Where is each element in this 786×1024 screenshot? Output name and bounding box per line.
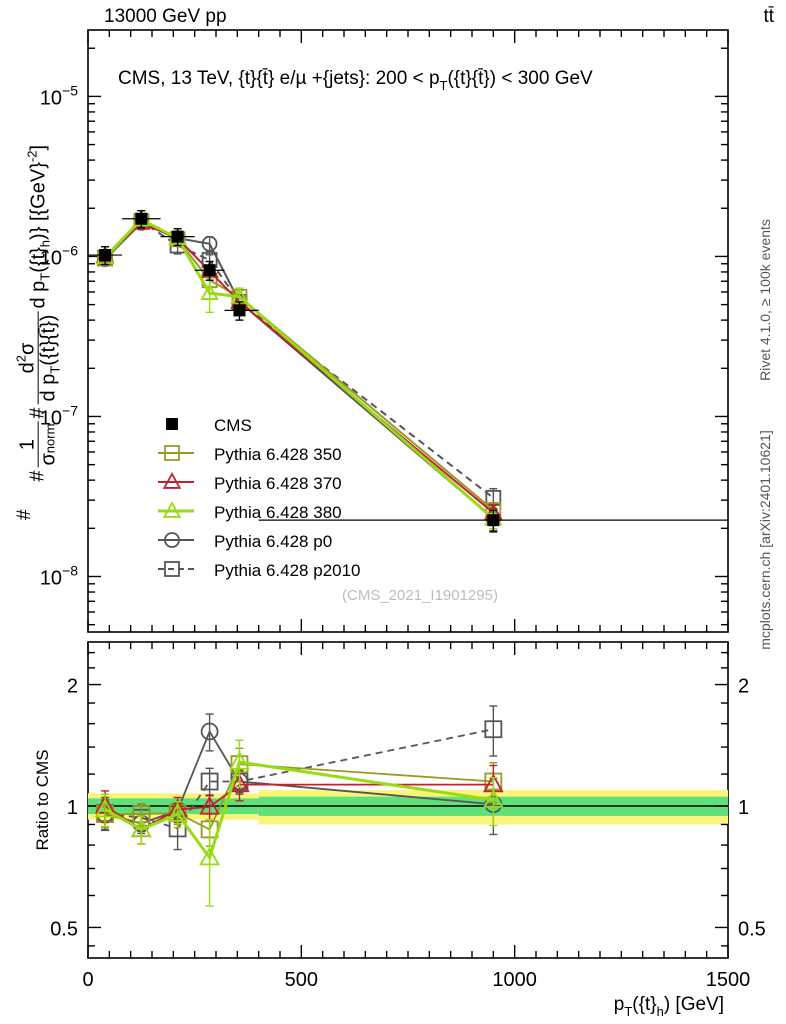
header-left: 13000 GeV pp	[104, 6, 227, 27]
legend-item-5[interactable]: Pythia 6.428 p2010	[158, 561, 361, 580]
ratio-data-point	[200, 722, 219, 741]
legend-item-4[interactable]: Pythia 6.428 p0	[158, 532, 332, 551]
data-point	[203, 264, 216, 277]
ratio-data-point	[94, 798, 116, 818]
title-part-a: CMS, 13 TeV, {t}{t̄} e/µ +{jets}: 200 < …	[118, 68, 440, 89]
legend-label: Pythia 6.428 p2010	[214, 561, 361, 580]
ratio-axis-tick-labels: 2 2 1 1 0.5 0.5	[50, 676, 766, 941]
ratio-data-point	[131, 818, 152, 838]
ratio-data-point	[229, 773, 250, 793]
ratio-y-tick-label: 2	[67, 676, 78, 698]
legend-marker	[164, 561, 180, 577]
x-tick-label: 1000	[492, 969, 537, 991]
series-pythia-6-428-370	[95, 212, 503, 523]
ratio-data-point	[167, 803, 188, 822]
series-pythia-6-428-p2010	[97, 213, 502, 510]
legend-label: Pythia 6.428 350	[214, 445, 342, 464]
data-point	[200, 283, 219, 300]
svg-text:CMS, 13 TeV, {t}{t̄} e/µ +{jet: CMS, 13 TeV, {t}{t̄} e/µ +{jets}: 200 < …	[118, 68, 593, 93]
x-tick-label: 0	[82, 969, 93, 991]
ratio-line	[104, 760, 494, 861]
main-panel: CMS, 13 TeV, {t}{t̄} e/µ +{jets}: 200 < …	[14, 29, 729, 633]
ratio-data-point	[483, 788, 504, 808]
side-text-bottom: mcplots.cern.ch [arXiv:2401.10621]	[757, 430, 773, 649]
main-y-tick-labels: 10−5 10−6 10−7 10−8	[40, 82, 78, 589]
legend-marker	[162, 472, 182, 489]
series-cms	[88, 210, 728, 533]
data-point	[487, 514, 500, 527]
svg-text:#: #	[14, 509, 35, 520]
data-point	[233, 304, 246, 317]
legend-item-0[interactable]: CMS	[166, 416, 252, 435]
y-tick-label: 10−8	[40, 563, 78, 590]
series-pythia-6-428-350	[97, 213, 502, 520]
ratio-data-point	[200, 772, 219, 791]
legend: CMS Pythia 6.428 350 Pythia 6.428 370 Pythi…	[158, 416, 361, 580]
legend-marker	[166, 418, 178, 430]
ratio-data-point	[229, 751, 250, 770]
x-axis: 0 500 1000 1500	[82, 30, 750, 991]
legend-item-3[interactable]: Pythia 6.428 380	[158, 501, 342, 522]
side-text-top: Rivet 4.1.0, ≥ 100k events	[757, 219, 773, 381]
legend-item-2[interactable]: Pythia 6.428 370	[158, 472, 342, 493]
ratio-y-tick-label-right: 2	[738, 676, 749, 698]
main-axis-ticks	[88, 47, 728, 626]
side-annotations: Rivet 4.1.0, ≥ 100k events mcplots.cern.…	[757, 219, 773, 650]
main-series-group	[88, 209, 728, 533]
ratio-y-tick-label-right: 0.5	[738, 918, 766, 940]
ratio-panel: 2 2 1 1 0.5 0.5 Ratio to CMS	[33, 641, 766, 959]
legend-label: Pythia 6.428 370	[214, 474, 342, 493]
y-tick-label: 10−7	[40, 402, 78, 429]
ratio-data-point	[484, 720, 503, 739]
ratio-y-tick-label: 1	[67, 797, 78, 819]
x-tick-label: 1500	[706, 969, 751, 991]
ratio-series-group	[94, 705, 504, 907]
x-axis-label: pT({t}h) [GeV]	[614, 994, 724, 1019]
header-right: tt̄	[763, 6, 774, 27]
plot-title: CMS, 13 TeV, {t}{t̄} e/µ +{jets}: 200 < …	[118, 68, 593, 93]
legend-marker	[164, 532, 180, 548]
legend-label: Pythia 6.428 p0	[214, 532, 332, 551]
ratio-y-tick-label-right: 1	[738, 797, 749, 819]
ratio-ylabel-text: Ratio to CMS	[33, 749, 52, 850]
main-ylabel: #	[14, 509, 35, 520]
data-point	[171, 230, 184, 243]
ratio-ylabel: Ratio to CMS	[33, 749, 52, 850]
title-sub: T	[440, 78, 448, 93]
data-point	[201, 235, 218, 252]
series-pythia-6-428-p0	[97, 215, 502, 532]
legend-label: Pythia 6.428 380	[214, 503, 342, 522]
legend-marker	[162, 501, 182, 518]
ratio-data-point	[199, 846, 220, 866]
x-tick-label: 500	[285, 969, 318, 991]
legend-label: CMS	[214, 416, 252, 435]
ratio-data-point	[199, 795, 220, 815]
data-point	[135, 212, 148, 225]
legend-item-1[interactable]: Pythia 6.428 350	[158, 445, 342, 464]
ratio-y-tick-label: 0.5	[50, 918, 78, 940]
legend-marker	[164, 445, 180, 461]
title-part-b: ({t}{t̄}) < 300 GeV	[447, 68, 593, 89]
y-tick-label: 10−5	[40, 82, 78, 109]
ratio-axis-ticks	[88, 651, 728, 947]
data-point	[99, 249, 112, 262]
ratio-series-pythia-6-428-380	[94, 739, 504, 907]
watermark: (CMS_2021_I1901295)	[342, 587, 498, 604]
y-tick-label: 10−6	[40, 242, 78, 269]
